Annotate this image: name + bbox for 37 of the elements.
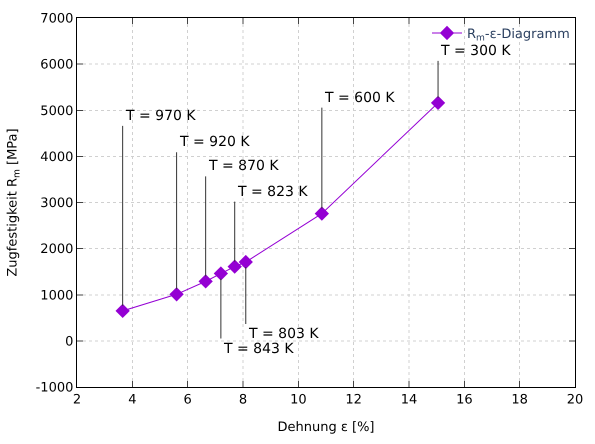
point <box>228 259 242 274</box>
annotation: T = 920 K <box>179 134 250 150</box>
x-tick-label: 10 <box>290 392 307 408</box>
x-tick-label: 14 <box>400 392 418 408</box>
point <box>238 254 253 270</box>
point <box>116 304 130 318</box>
x-tick-label: 12 <box>345 392 362 408</box>
point <box>430 96 446 110</box>
x-tick-label: 4 <box>128 392 136 408</box>
point <box>198 274 213 289</box>
y-tick-label: 0 <box>65 334 74 350</box>
x-tick-label: 6 <box>184 392 192 408</box>
x-tick-label: 2 <box>72 392 82 408</box>
y-tick-label: 2000 <box>40 242 74 258</box>
point <box>214 266 228 281</box>
y-tick-label: 4000 <box>40 150 74 165</box>
y-tick-label: 3000 <box>40 196 74 212</box>
y-tick-label: 5000 <box>40 104 74 119</box>
point <box>169 287 184 302</box>
y-tick-label: 1000 <box>40 288 74 304</box>
y-tick-label: 7000 <box>40 12 74 27</box>
x-tick-label: 20 <box>566 392 584 408</box>
annotation: T = 843 K <box>223 341 294 357</box>
annotation: T = 870 K <box>208 158 280 174</box>
x-tick-label: 8 <box>238 392 248 408</box>
annotation: T = 803 K <box>248 326 320 342</box>
annotation: T = 823 K <box>237 184 308 200</box>
annotation: T = 970 K <box>125 108 196 124</box>
y-tick-label: -1000 <box>36 380 74 396</box>
point <box>314 206 329 221</box>
x-tick-label: 16 <box>456 392 473 408</box>
y-tick-label: 6000 <box>40 58 74 73</box>
annotation: T = 300 K <box>440 43 512 59</box>
x-axis-title: Dehnung ε [%] <box>277 420 375 436</box>
x-tick-label: 18 <box>511 392 528 408</box>
legend-label: R$_{m}$-ε-Diagramm <box>467 27 570 44</box>
annotation: T = 600 K <box>324 90 396 106</box>
